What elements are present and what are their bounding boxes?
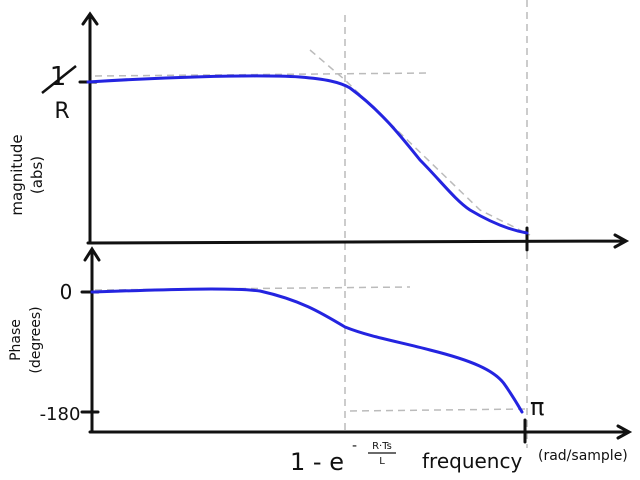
magnitude-x-axis (86, 233, 630, 249)
tick-marks (78, 80, 529, 444)
phase-tick-180: -180 (40, 404, 81, 425)
cutoff-exp-sign: - (352, 438, 357, 454)
phase-y-axis (83, 246, 101, 434)
x-end-tick: π (530, 393, 544, 421)
magnitude-asymptote (94, 72, 431, 77)
phase-curve (90, 287, 524, 414)
phase-tick-0: 0 (60, 280, 73, 304)
x-label: frequency (422, 449, 522, 473)
magnitude-slope (309, 49, 531, 236)
magnitude-y-unit: (abs) (28, 156, 46, 194)
cutoff-exp-numerator: R·Ts (372, 441, 392, 452)
phase-y-unit: (degrees) (28, 306, 44, 373)
cutoff-exp-denominator: L (379, 456, 385, 467)
magnitude-y-axis (81, 11, 99, 245)
cutoff-base: 1 - e (290, 448, 344, 476)
magnitude-curve (86, 74, 529, 235)
fraction-bar (41, 65, 77, 94)
x-unit: (rad/sample) (538, 448, 628, 464)
phase-x-axis (88, 424, 633, 440)
magnitude-y-label: magnitude (8, 134, 26, 215)
magnitude-tick-denominator: R (54, 99, 69, 124)
phase-y-label: Phase (8, 319, 24, 361)
phase-asymptote-low (349, 408, 528, 412)
